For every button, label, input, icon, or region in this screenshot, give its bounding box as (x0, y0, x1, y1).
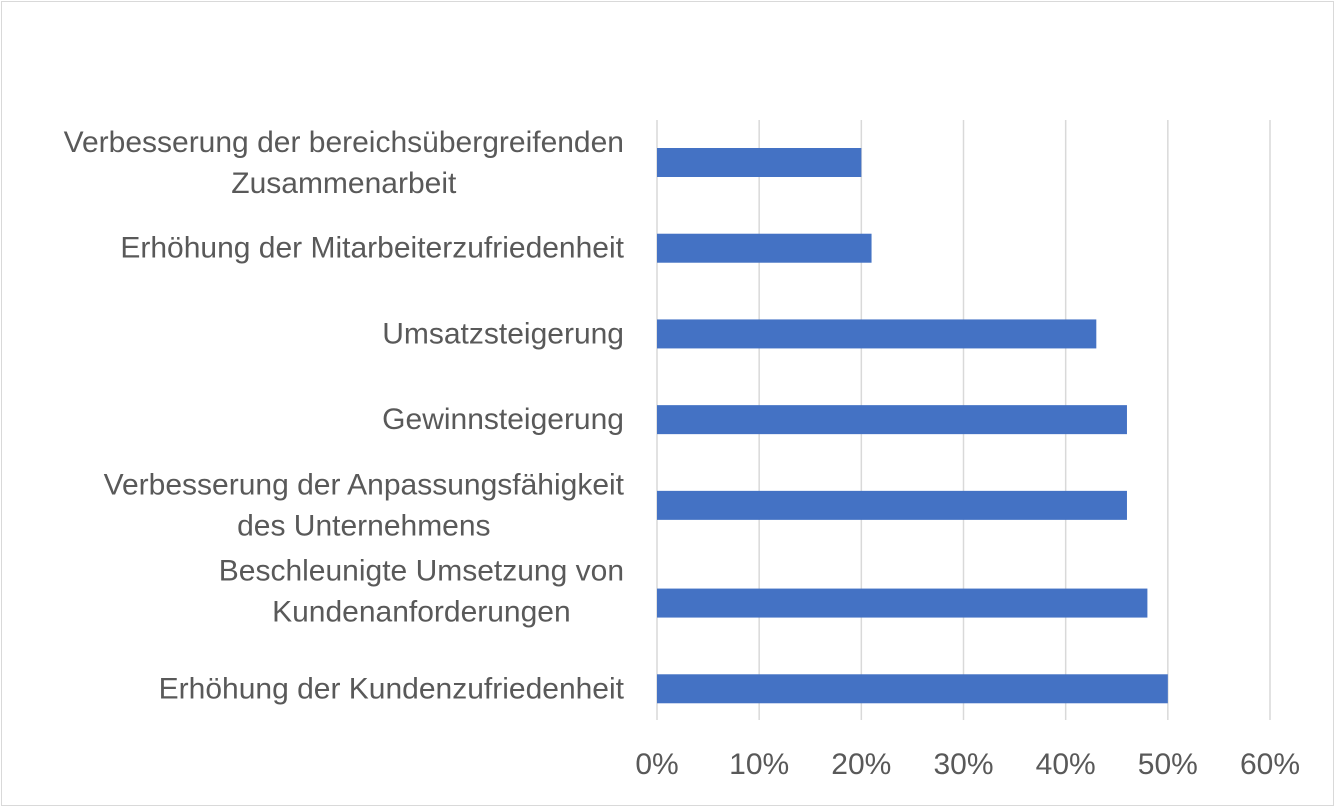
category-label: Kundenanforderungen (272, 595, 571, 628)
category-label: Erhöhung der Mitarbeiterzufriedenheit (120, 232, 624, 265)
category-label: Verbesserung der Anpassungsfähigkeit (104, 469, 625, 502)
category-label: Verbesserung der bereichsübergreifenden (64, 126, 624, 159)
category-label: Gewinnsteigerung (382, 403, 624, 436)
category-label: Zusammenarbeit (231, 167, 457, 200)
x-tick-label: 20% (831, 748, 891, 781)
category-label: Umsatzsteigerung (382, 317, 624, 350)
category-labels: Verbesserung der bereichsübergreifenden Z… (64, 126, 625, 705)
bar (657, 674, 1168, 704)
bar (657, 405, 1127, 435)
x-tick-label: 0% (635, 748, 678, 781)
category-label: des Unternehmens (237, 510, 490, 543)
bars (657, 148, 1168, 704)
bar (657, 233, 872, 263)
bar (657, 148, 862, 177)
category-label: Beschleunigte Umsetzung von (219, 554, 624, 587)
x-axis-tick-labels: 0% 10% 20% 30% 40% 50% 60% (635, 748, 1300, 781)
bar (657, 588, 1148, 618)
bar (657, 319, 1097, 349)
x-tick-label: 10% (729, 748, 789, 781)
bar (657, 490, 1127, 520)
category-label: Erhöhung der Kundenzufriedenheit (159, 672, 625, 705)
x-tick-label: 40% (1036, 748, 1096, 781)
x-tick-label: 50% (1138, 748, 1198, 781)
x-tick-label: 30% (933, 748, 993, 781)
x-tick-label: 60% (1240, 748, 1300, 781)
